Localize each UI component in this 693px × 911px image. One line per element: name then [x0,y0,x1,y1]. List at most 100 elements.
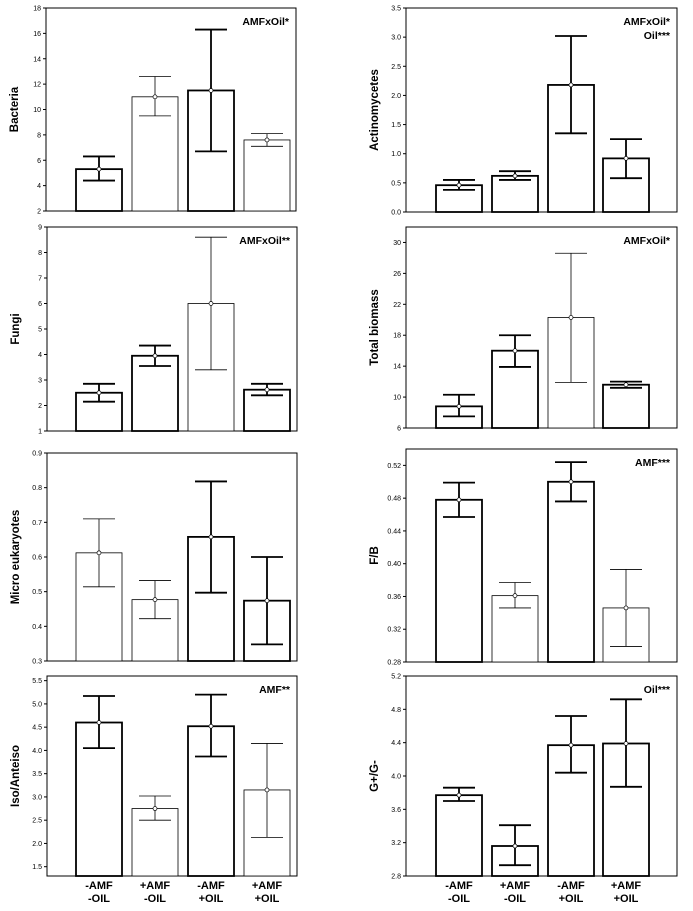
bar-1 [435,498,483,663]
y-tick-label: 5.0 [32,701,42,708]
y-tick-label: 0.48 [387,496,401,503]
y-tick-label: 26 [393,271,401,278]
y-tick-label: 0.52 [387,463,401,470]
x-label-1-right: -AMF [445,880,473,892]
x-label-1-left-b: -OIL [88,893,110,905]
y-tick-label: 2.5 [32,818,42,825]
y-tick-label: 0.5 [32,589,42,596]
mean-marker-3 [208,723,214,729]
y-tick-label: 0.3 [32,659,42,666]
mean-marker-2 [512,173,518,179]
mean-marker-2 [512,593,518,598]
y-tick-label: 5.5 [32,678,42,685]
y-tick-label: 1.5 [391,122,401,129]
y-tick-label: 1.0 [391,151,401,158]
y-tick-label: 0.7 [32,520,42,527]
mean-marker-1 [96,550,102,556]
x-label-4-left-b: +OIL [255,893,280,905]
y-tick-label: 2 [37,209,41,216]
x-label-4-left: +AMF [252,880,283,892]
y-tick-label: 0.0 [391,210,401,217]
mean-marker-3 [568,742,574,748]
bar-3 [547,480,595,663]
mean-marker-4 [264,387,270,393]
y-tick-label: 6 [397,426,401,433]
mean-marker-1 [456,404,462,409]
y-axis-label: F/B [369,546,381,565]
y-tick-label: 3.0 [391,35,401,42]
y-tick-label: 3.6 [391,807,401,814]
mean-marker-1 [456,792,462,798]
significance-annotation: AMF*** [635,457,671,469]
chart-panel-5: 0.3 0.4 0.5 0.6 0.7 0.8 0.9 Micro eukaryotes [10,451,298,666]
x-label-1-left: -AMF [85,880,113,892]
x-label-2-right: +AMF [500,880,531,892]
mean-marker-3 [568,82,574,88]
chart-panel-3: 1 2 3 4 5 6 7 8 9 Fungi AMFxOil** [10,225,298,436]
x-label-2-left: +AMF [140,880,171,892]
y-tick-label: 14 [33,56,41,63]
bar-4 [243,139,291,212]
y-tick-label: 6 [37,158,41,165]
y-tick-label: 0.4 [32,624,42,631]
significance-annotation: AMFxOil* [623,16,671,28]
y-tick-label: 2.5 [391,64,401,71]
x-label-3-right-b: +OIL [559,893,584,905]
y-tick-label: 4.4 [391,740,401,747]
y-tick-label: 6 [38,301,42,308]
x-label-2-left-b: -OIL [144,893,166,905]
mean-marker-1 [96,166,102,172]
chart-panel-1: 2 4 6 8 10 12 14 16 18 Bacteria AMFxOil* [9,6,297,216]
y-axis-label: Total biomass [369,289,381,365]
y-tick-label: 1.5 [32,864,42,871]
y-tick-label: 4 [38,352,42,359]
mean-marker-4 [623,382,629,388]
mean-marker-1 [96,390,102,396]
y-tick-label: 9 [38,225,42,232]
y-axis-label: Fungi [10,313,22,344]
y-tick-label: 10 [393,395,401,402]
bar-4 [243,388,291,432]
y-tick-label: 16 [33,31,41,38]
y-tick-label: 8 [37,132,41,139]
significance-annotation: AMF** [259,684,291,696]
y-tick-label: 0.8 [32,485,42,492]
y-tick-label: 3.5 [391,6,401,13]
x-axis-labels-left: -AMF -OIL +AMF -OIL -AMF +OIL +AMF +OIL [85,880,282,905]
y-tick-label: 0.36 [387,594,401,601]
y-tick-label: 3.0 [32,794,42,801]
chart-panel-2: 0.0 0.5 1.0 1.5 2.0 2.5 3.0 3.5 Actinomycetes AMF… [369,6,678,217]
y-tick-label: 5 [38,327,42,334]
x-label-1-right-b: -OIL [448,893,470,905]
y-tick-label: 4.0 [391,774,401,781]
y-tick-label: 0.28 [387,660,401,667]
mean-marker-2 [152,806,158,811]
mean-marker-3 [208,88,214,93]
y-tick-label: 2.8 [391,874,401,881]
y-tick-label: 18 [33,6,41,13]
y-tick-label: 12 [33,82,41,89]
y-tick-label: 4 [37,183,41,190]
x-label-3-left-b: +OIL [199,893,224,905]
significance-annotation: Oil*** [644,684,671,696]
mean-marker-3 [568,479,574,485]
y-tick-label: 0.44 [387,528,401,535]
y-tick-label: 8 [38,250,42,257]
y-axis-label: Actinomycetes [369,69,381,151]
y-tick-label: 4.5 [32,725,42,732]
y-tick-label: 2 [38,403,42,410]
y-tick-label: 0.6 [32,555,42,562]
chart-panel-8: 2.8 3.2 3.6 4.0 4.4 4.8 5.2 G+/G- Oil*** [369,674,678,881]
mean-marker-2 [152,94,158,100]
mean-marker-3 [208,534,214,540]
y-axis-label: G+/G- [369,760,381,792]
y-tick-label: 7 [38,276,42,283]
significance-annotation: AMFxOil* [623,235,671,247]
x-label-2-right-b: -OIL [504,893,526,905]
x-label-4-right: +AMF [611,880,642,892]
y-axis-label: Micro eukaryotes [10,510,22,605]
y-tick-label: 22 [393,302,401,309]
y-tick-label: 4.0 [32,748,42,755]
mean-marker-1 [456,497,462,503]
